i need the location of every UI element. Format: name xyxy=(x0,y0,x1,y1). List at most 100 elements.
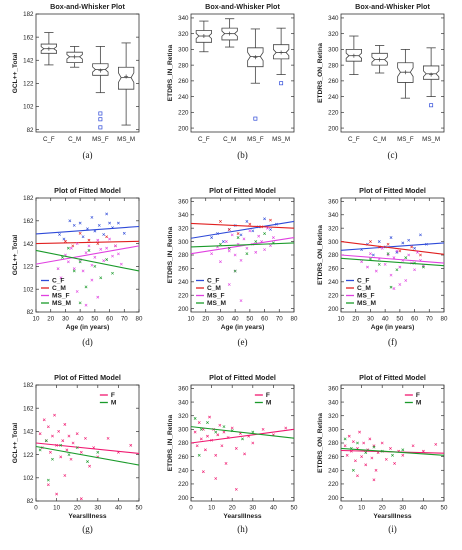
data-point xyxy=(75,446,79,450)
data-point xyxy=(404,279,408,282)
x-tick-label: 20 xyxy=(379,505,386,512)
y-tick-label: 200 xyxy=(178,306,189,313)
data-point xyxy=(97,223,101,227)
chart-title: Box-and-Whisker Plot xyxy=(50,2,125,11)
data-point xyxy=(108,237,111,241)
y-axis-label: GCL++_Total xyxy=(12,53,19,94)
data-point xyxy=(81,269,85,273)
y-tick-label: 240 xyxy=(328,94,339,101)
data-point xyxy=(251,229,255,233)
data-point xyxy=(248,229,252,233)
data-point xyxy=(84,303,88,307)
y-axis-label: ETDRS_ON_Retina xyxy=(317,225,324,285)
y-axis-label: GCL++_Total xyxy=(12,235,19,276)
series-m xyxy=(35,439,140,482)
data-point xyxy=(102,233,106,236)
data-point xyxy=(239,258,243,262)
y-tick-label: 142 xyxy=(23,429,34,436)
legend-label: MS_F xyxy=(52,293,70,300)
y-tick-label: 260 xyxy=(178,78,189,85)
outlier-point xyxy=(253,116,258,121)
y-tick-label: 220 xyxy=(178,110,189,117)
fit-line xyxy=(35,445,140,466)
data-point xyxy=(111,271,114,275)
y-tick-label: 240 xyxy=(328,279,339,286)
data-point xyxy=(347,434,351,438)
y-tick-label: 280 xyxy=(328,252,339,259)
series-m xyxy=(340,437,445,472)
x-tick-label: 20 xyxy=(352,316,359,323)
legend: FM xyxy=(254,392,272,407)
data-point xyxy=(245,220,249,223)
y-tick-label: 320 xyxy=(178,413,189,420)
data-point xyxy=(59,276,63,280)
data-point xyxy=(84,251,88,255)
data-point xyxy=(391,453,394,457)
chart-title: Plot of Fitted Model xyxy=(359,373,426,382)
y-tick-label: 200 xyxy=(328,125,339,132)
box-MS_F xyxy=(247,28,264,121)
panel-caption: (b) xyxy=(237,150,248,160)
y-tick-label: 260 xyxy=(178,266,189,273)
panel-a: Box-and-Whisker Plot 82 102 122 142 162 182 GCL… xyxy=(12,2,140,160)
data-point xyxy=(69,457,73,461)
y-tick-label: 200 xyxy=(178,495,189,502)
y-axis-label: ETDRS_ON_Retina xyxy=(317,43,324,103)
data-point xyxy=(66,260,70,264)
legend-label: C_M xyxy=(207,285,221,292)
data-point xyxy=(195,444,199,448)
data-point xyxy=(407,253,411,257)
data-point xyxy=(392,287,396,290)
data-point xyxy=(87,238,91,242)
y-tick-label: 200 xyxy=(178,125,189,132)
y-tick-label: 82 xyxy=(27,498,34,505)
outlier-point xyxy=(279,81,284,86)
data-point xyxy=(99,276,103,280)
fit-line xyxy=(340,447,445,456)
data-point xyxy=(78,221,82,225)
data-point xyxy=(227,228,231,231)
data-point xyxy=(243,452,246,456)
fit-line xyxy=(190,428,295,444)
data-point xyxy=(59,455,63,459)
y-tick-label: 142 xyxy=(23,57,34,64)
data-point xyxy=(227,283,231,286)
legend-label: C_M xyxy=(357,285,371,292)
data-point xyxy=(398,283,402,286)
data-point xyxy=(398,265,402,269)
box-C_M xyxy=(66,45,83,68)
data-point xyxy=(105,235,109,239)
y-tick-label: 260 xyxy=(178,454,189,461)
y-tick-label: 220 xyxy=(328,110,339,117)
y-tick-label: 200 xyxy=(328,306,339,313)
y-tick-label: 220 xyxy=(178,481,189,488)
x-tick-label: 30 xyxy=(62,316,69,323)
data-point xyxy=(122,231,126,235)
x-axis-label: Age (in years) xyxy=(66,324,110,331)
data-point xyxy=(96,242,100,246)
data-point xyxy=(271,236,275,239)
data-point xyxy=(389,285,393,289)
data-point xyxy=(197,421,201,424)
data-point xyxy=(106,436,110,440)
y-tick-label: 300 xyxy=(178,427,189,434)
series-c-f xyxy=(35,212,140,241)
y-tick-label: 102 xyxy=(23,286,34,293)
x-tick-label: 20 xyxy=(202,316,209,323)
y-tick-label: 182 xyxy=(23,11,34,18)
data-point xyxy=(78,231,82,235)
x-tick-label: 30 xyxy=(94,505,101,512)
data-point xyxy=(46,425,50,429)
y-axis-label: ETDRS_ON_Retina xyxy=(317,413,324,473)
x-tick-label: 40 xyxy=(382,316,389,323)
data-point xyxy=(263,232,266,235)
data-point xyxy=(224,240,228,244)
x-tick-label: 40 xyxy=(270,505,277,512)
data-point xyxy=(86,460,89,463)
panel-caption: (g) xyxy=(82,524,93,534)
box-C_F xyxy=(40,32,57,66)
data-point xyxy=(360,455,364,459)
data-point xyxy=(239,299,243,303)
data-point xyxy=(63,474,67,477)
y-tick-label: 340 xyxy=(328,15,339,22)
